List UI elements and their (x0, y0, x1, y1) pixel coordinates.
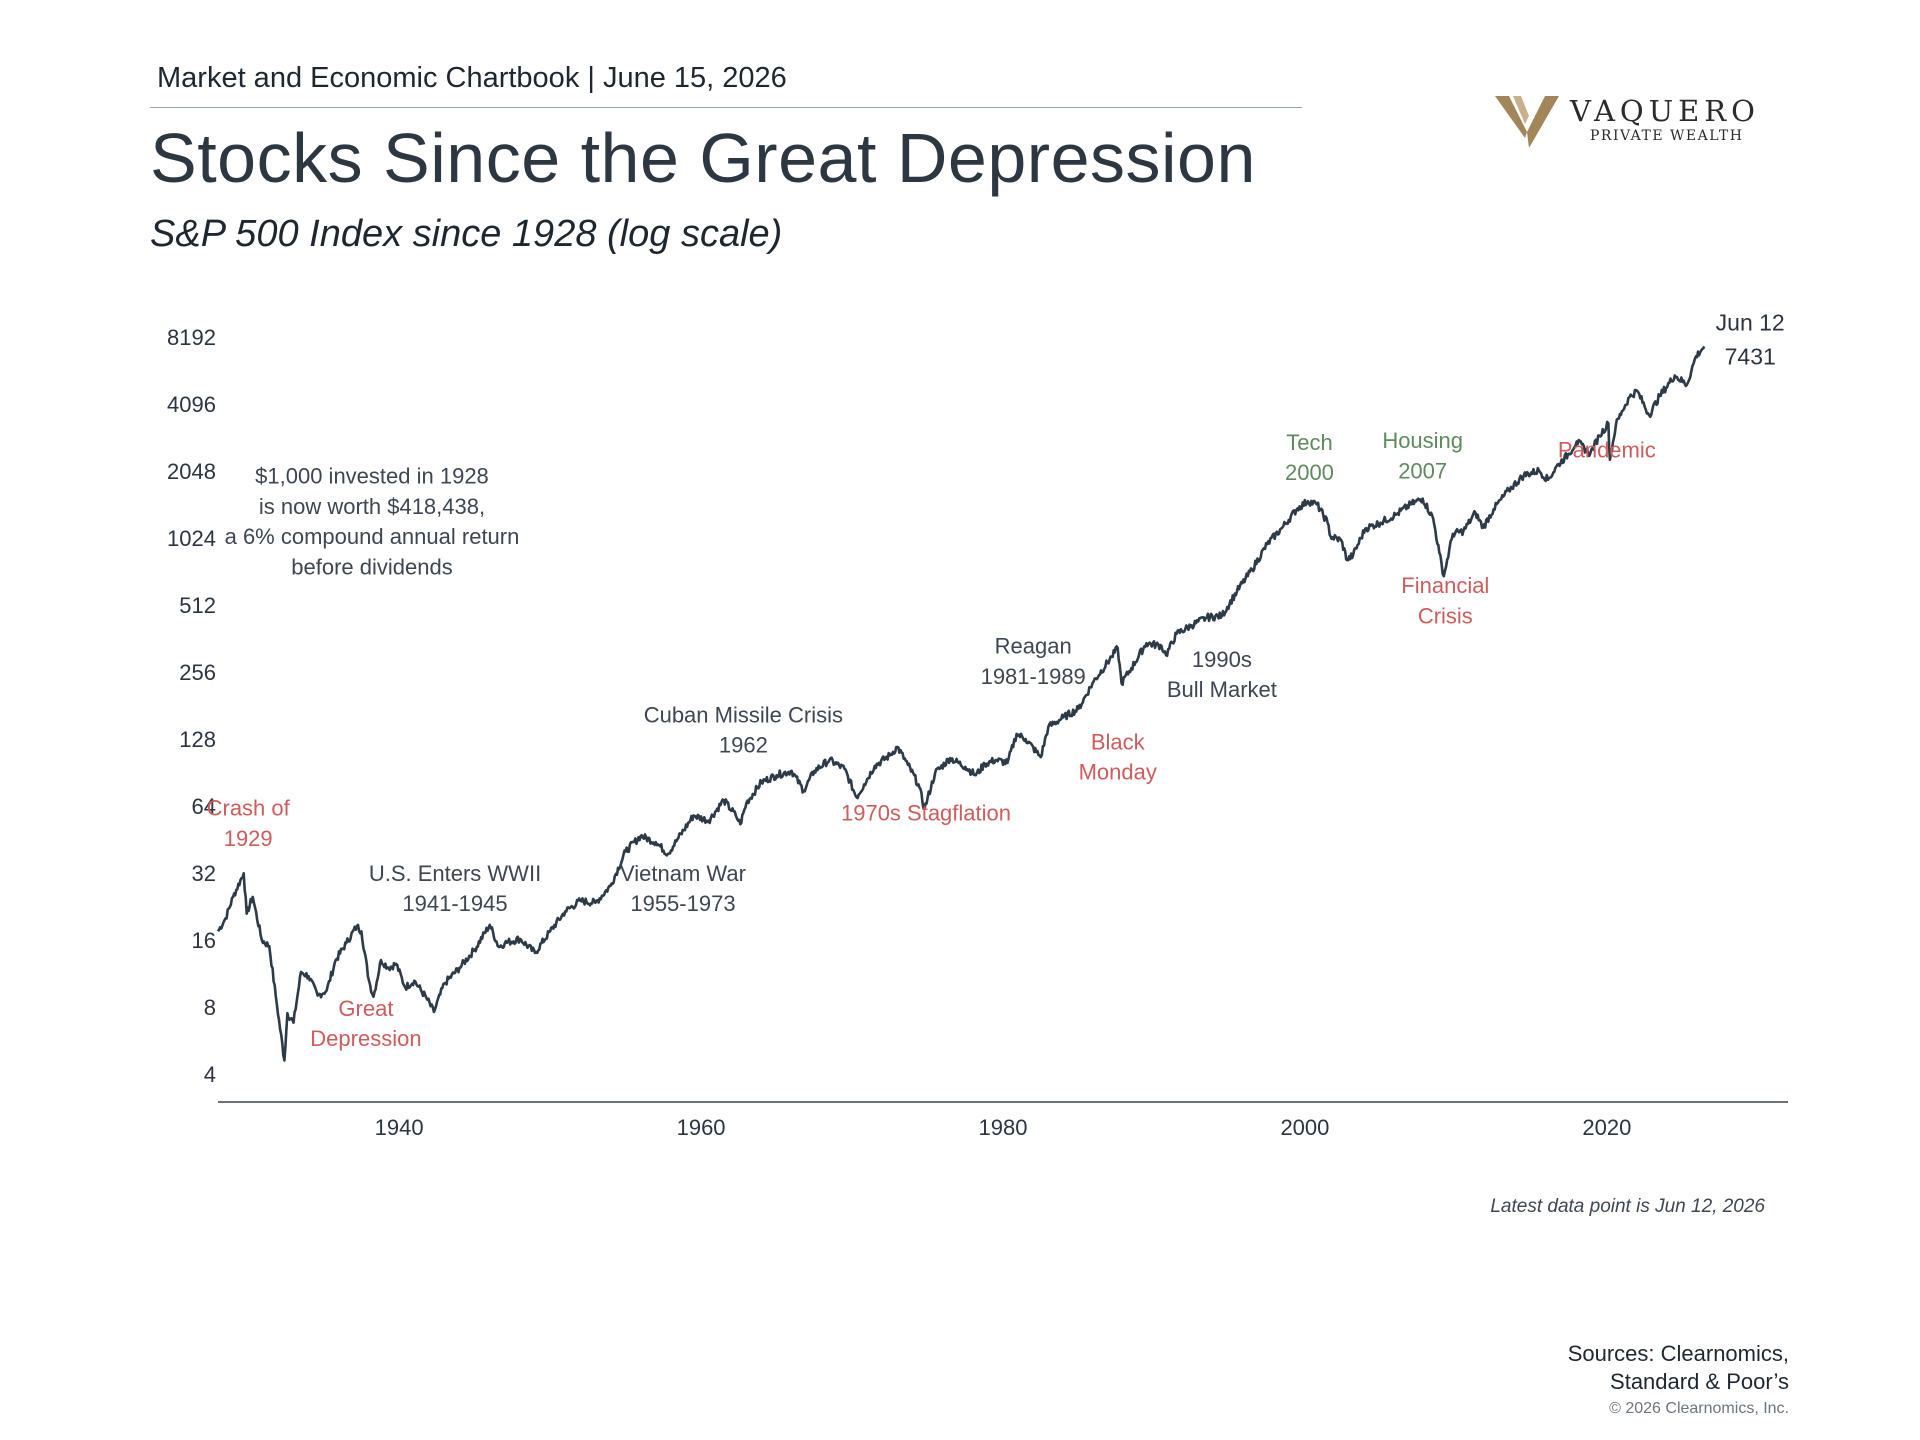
y-tick-label: 8 (204, 995, 216, 1020)
logo-name: VAQUERO (1570, 94, 1760, 128)
end-date-label: Jun 12 (1716, 309, 1785, 335)
annotation-label: U.S. Enters WWII (369, 861, 541, 886)
logo-v-icon (1495, 96, 1559, 148)
annotation-label: 1929 (224, 826, 273, 851)
annotation-label: 1981-1989 (981, 664, 1086, 689)
header-rule (150, 107, 1302, 108)
sources-line-1: Sources: Clearnomics, (1567, 1341, 1789, 1366)
annotation-label: 2007 (1398, 458, 1447, 483)
y-tick-label: 512 (179, 593, 216, 618)
series-layer (216, 345, 1706, 1062)
logo-subtitle: PRIVATE WEALTH (1590, 128, 1744, 144)
annotation-label: Pandemic (1558, 438, 1656, 463)
annotation-layer: Jun 12 7431 $1,000 invested in 1928 is now … (207, 309, 1785, 1051)
end-value-label: 7431 (1725, 343, 1776, 369)
annotation-label: Vietnam War (620, 861, 746, 886)
x-tick-label: 1980 (979, 1115, 1028, 1140)
y-tick-label: 256 (179, 660, 216, 685)
annotation-label: Tech (1286, 430, 1332, 455)
chartbook-header: Market and Economic Chartbook | June 15,… (157, 62, 787, 94)
annotation-label: Financial (1401, 573, 1489, 598)
annotation-label: Depression (310, 1026, 421, 1051)
annotation-label: Crash of (207, 796, 291, 821)
x-tick-label: 1960 (677, 1115, 726, 1140)
annotation-label: 1970s Stagflation (841, 801, 1011, 826)
annotation-label: $1,000 invested in 1928 (255, 463, 489, 488)
annotation-label: Cuban Missile Crisis (644, 702, 843, 727)
sources-line-2: Standard & Poor’s (1610, 1369, 1789, 1394)
x-axis: 1940 1960 1980 2000 2020 (218, 1101, 1788, 1140)
annotation-label: Black (1091, 729, 1146, 754)
y-tick-label: 64 (192, 794, 216, 819)
sources: Sources: Clearnomics, Standard & Poor’s (1568, 1340, 1789, 1396)
annotation-label: 1990s (1192, 647, 1252, 672)
annotation-label: a 6% compound annual return (225, 524, 520, 549)
y-tick-label: 4 (204, 1062, 216, 1087)
annotation-label: Monday (1079, 760, 1157, 785)
vaquero-logo: VAQUERO PRIVATE WEALTH (1495, 92, 1765, 152)
annotation-label: Reagan (995, 633, 1072, 658)
annotation-label: before dividends (291, 555, 452, 580)
y-tick-label: 2048 (167, 459, 216, 484)
annotation-label: Housing (1382, 428, 1463, 453)
y-axis: 8192 4096 2048 1024 512 256 128 64 32 16 8 4 (167, 325, 216, 1087)
annotation-label: Bull Market (1167, 677, 1277, 702)
annotation-label: 1941-1945 (402, 891, 507, 916)
x-tick-label: 2000 (1280, 1115, 1329, 1140)
annotation-label: 1962 (719, 733, 768, 758)
sp500-series-line (216, 345, 1706, 1062)
y-tick-label: 1024 (167, 526, 216, 551)
annotation-label: Great (338, 996, 393, 1021)
y-tick-label: 16 (192, 928, 216, 953)
annotation-label: Crisis (1418, 603, 1473, 628)
page-title: Stocks Since the Great Depression (150, 119, 1256, 197)
x-tick-label: 1940 (375, 1115, 424, 1140)
page-subtitle: S&P 500 Index since 1928 (log scale) (150, 213, 783, 255)
annotation-label: 2000 (1285, 460, 1334, 485)
annotation-label: 1955-1973 (630, 891, 735, 916)
y-tick-label: 8192 (167, 325, 216, 350)
copyright: © 2026 Clearnomics, Inc. (1609, 1400, 1789, 1417)
latest-data-note: Latest data point is Jun 12, 2026 (1490, 1196, 1765, 1217)
y-tick-label: 128 (179, 727, 216, 752)
y-tick-label: 32 (192, 861, 216, 886)
x-tick-label: 2020 (1582, 1115, 1631, 1140)
annotation-label: is now worth $418,438, (259, 494, 485, 519)
y-tick-label: 4096 (167, 392, 216, 417)
